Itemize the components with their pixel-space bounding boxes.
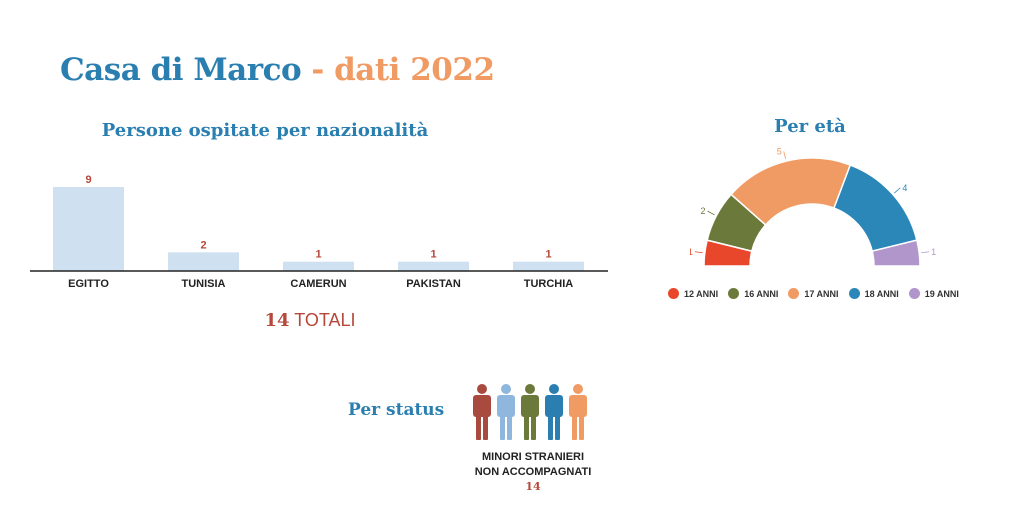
legend-swatch	[848, 288, 860, 299]
slice-value-label: 1	[690, 247, 693, 257]
bar-category-label: PAKISTAN	[406, 278, 461, 290]
nationality-bar-chart: 9 EGITTO 2 TUNISIA 1 CAMERUN 1 PAKISTAN 1 TURCHIA	[30, 174, 608, 290]
bar-value-label: 9	[85, 174, 91, 186]
person-icon	[569, 384, 587, 440]
bar-category-label: TUNISIA	[182, 278, 226, 290]
title-year: dati 2022	[334, 52, 495, 88]
slice-value-label: 2	[701, 206, 706, 216]
bar-camerun	[283, 261, 354, 271]
totals: 14 TOTALI	[0, 310, 620, 331]
slice-leader-line	[921, 251, 930, 254]
legend-label: 16 ANNI	[744, 288, 779, 299]
bar-turchia	[513, 261, 584, 271]
slice-leader-line	[694, 251, 703, 254]
bar-pakistan	[398, 261, 469, 271]
status-label: MINORI STRANIERI NON ACCOMPAGNATI	[462, 450, 604, 480]
person-icon	[545, 384, 563, 440]
bar-egitto	[53, 187, 124, 271]
status-label-line2: NON ACCOMPAGNATI	[474, 466, 592, 478]
person-icon	[497, 384, 515, 440]
slice-18-anni	[833, 164, 918, 253]
bar-chart-title: Persone ospitate per nazionalità	[101, 120, 429, 141]
bar-category-label: TURCHIA	[524, 278, 574, 290]
status-value: 14	[525, 480, 541, 493]
legend-item: 17 ANNI	[788, 288, 839, 299]
legend-item: 16 ANNI	[728, 288, 778, 299]
legend-label: 19 ANNI	[924, 288, 959, 299]
legend-swatch	[788, 288, 800, 299]
bar-category-label: EGITTO	[68, 278, 109, 290]
slice-19-anni	[871, 239, 921, 267]
slice-leader-line	[894, 187, 901, 194]
legend-swatch	[908, 288, 920, 299]
page-title: Casa di Marco - dati 2022	[60, 52, 495, 88]
legend-swatch	[728, 288, 740, 299]
bar-tunisia	[168, 252, 239, 271]
legend-label: 12 ANNI	[684, 288, 719, 299]
bar-value-label: 1	[430, 249, 436, 261]
slice-leader-line	[783, 151, 787, 160]
totals-number: 14	[264, 310, 290, 331]
slice-value-label: 1	[931, 247, 936, 257]
bar-value-label: 1	[315, 249, 321, 261]
person-icon	[473, 384, 491, 440]
legend-item: 19 ANNI	[908, 288, 959, 299]
legend-label: 18 ANNI	[864, 288, 899, 299]
person-icon	[521, 384, 539, 440]
status-title: Per status	[348, 400, 445, 420]
bar-value-label: 2	[200, 239, 206, 251]
legend-item: 18 ANNI	[848, 288, 899, 299]
legend-label: 17 ANNI	[804, 288, 839, 299]
age-chart-title: Per età	[774, 116, 846, 137]
slice-leader-line	[707, 210, 715, 216]
age-legend: 12 ANNI 16 ANNI 17 ANNI 18 ANNI 19 ANNI	[668, 288, 959, 299]
status-label-line1: MINORI STRANIERI	[481, 451, 585, 463]
slice-value-label: 5	[777, 146, 782, 156]
bar-category-label: CAMERUN	[290, 278, 346, 290]
legend-swatch	[668, 288, 679, 299]
age-donut-chart: 1 2 5 4 1	[690, 146, 936, 267]
bar-value-label: 1	[545, 249, 551, 261]
title-separator: -	[301, 52, 335, 88]
title-main: Casa di Marco	[60, 52, 302, 88]
people-icons	[473, 384, 587, 440]
legend-item: 12 ANNI	[668, 288, 718, 299]
totals-label: TOTALI	[289, 310, 356, 330]
slice-value-label: 4	[902, 183, 907, 193]
